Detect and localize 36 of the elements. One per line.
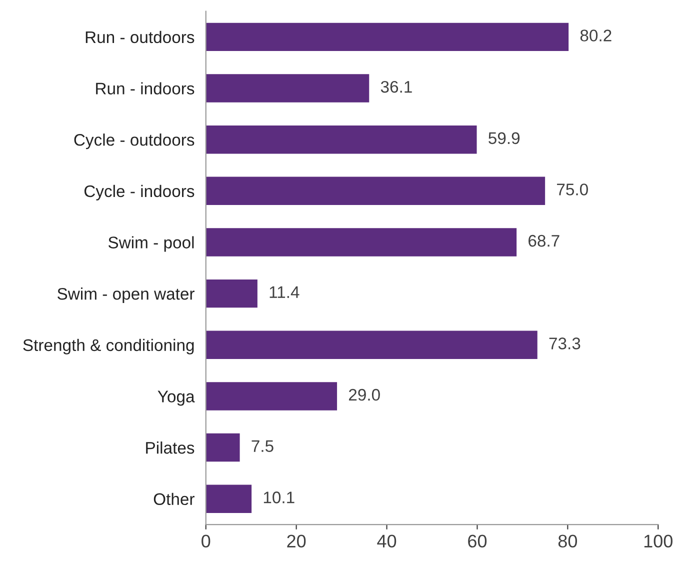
bar xyxy=(206,74,370,102)
bar xyxy=(206,176,546,206)
y-tick-label: Swim - pool xyxy=(108,236,194,252)
y-tick-label: Swim - open water xyxy=(58,288,194,304)
bar xyxy=(206,228,517,256)
data-label: 7.5 xyxy=(252,440,274,452)
bar xyxy=(206,279,258,308)
data-label: 68.7 xyxy=(528,234,560,247)
y-tick-label: Cycle - indoors xyxy=(84,184,194,200)
x-tick-label: 100 xyxy=(644,534,672,548)
y-tick-label: Pilates xyxy=(146,441,194,454)
bar xyxy=(206,22,569,52)
data-label: 29.0 xyxy=(348,388,380,401)
y-tick-label: Other xyxy=(154,492,194,506)
data-label: 36.1 xyxy=(380,80,412,93)
data-label: 73.3 xyxy=(549,338,580,350)
y-tick-label: Strength & conditioning xyxy=(23,338,194,354)
data-label: 75.0 xyxy=(557,184,588,196)
data-label: 59.9 xyxy=(488,132,520,144)
y-tick-label: Yoga xyxy=(158,390,195,406)
bar xyxy=(206,484,252,513)
x-tick-label: 80 xyxy=(558,534,578,548)
x-tick-label: 60 xyxy=(468,534,487,548)
bar xyxy=(206,330,538,359)
data-label: 80.2 xyxy=(580,30,612,42)
x-tick-label: 20 xyxy=(287,534,306,548)
y-tick-label: Run - indoors xyxy=(96,82,194,94)
x-tick-label: 0 xyxy=(202,534,210,548)
bar xyxy=(206,433,240,462)
bar xyxy=(206,125,477,154)
x-tick-label: 40 xyxy=(377,534,396,548)
y-tick-label: Cycle - outdoors xyxy=(74,134,194,150)
bar xyxy=(206,382,338,410)
y-tick-label: Run - outdoors xyxy=(86,30,194,44)
data-label: 10.1 xyxy=(264,492,294,504)
data-label: 11.4 xyxy=(270,286,300,298)
